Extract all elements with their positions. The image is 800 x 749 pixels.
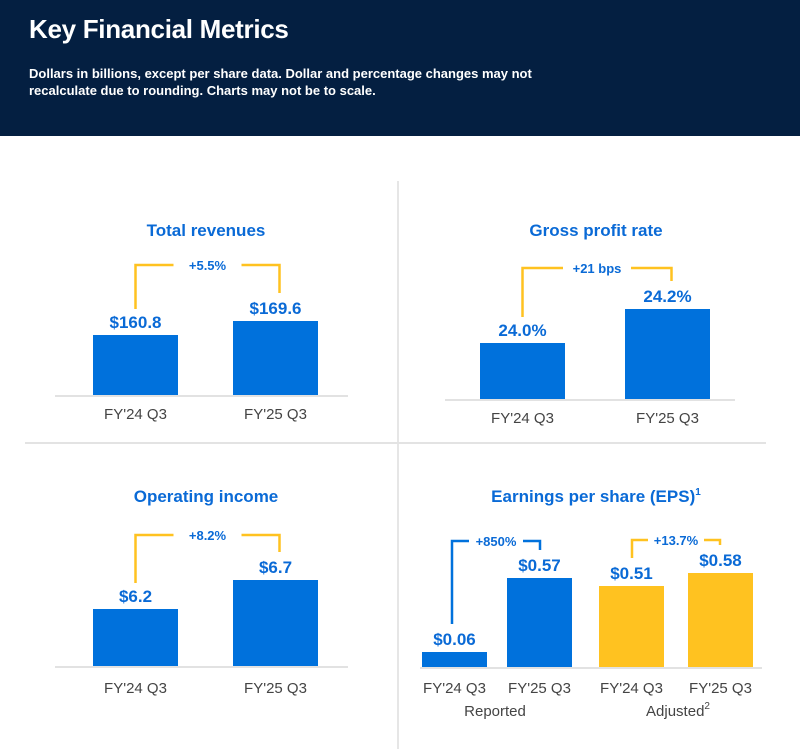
x-tick-label: FY'25 Q3	[508, 680, 571, 697]
data-label: $6.2	[119, 587, 152, 606]
change-label: +850%	[476, 534, 517, 549]
change-bracket-left	[630, 538, 648, 558]
data-label: $0.57	[518, 556, 561, 575]
bar-2	[507, 578, 572, 667]
change-label: +21 bps	[573, 261, 622, 276]
data-label: $0.51	[610, 564, 653, 583]
change-bracket-right	[523, 539, 542, 550]
x-tick-label: FY'24 Q3	[104, 406, 167, 423]
horizontal-divider	[25, 442, 766, 444]
bar-2	[233, 321, 318, 395]
bar-2	[688, 573, 753, 667]
bar-1	[93, 609, 178, 666]
chart-panel-gross-profit-rate: Gross profit rate 24.0% FY'24 Q3 24.2% FY'25…	[445, 221, 735, 427]
x-tick-label: FY'24 Q3	[600, 680, 663, 697]
x-tick-label: FY'24 Q3	[423, 680, 486, 697]
x-tick-label: FY'24 Q3	[491, 410, 554, 427]
data-label: $169.6	[250, 299, 302, 318]
x-tick-label: FY'25 Q3	[244, 680, 307, 697]
change-bracket-right	[704, 538, 722, 545]
chart-title: Gross profit rate	[529, 221, 662, 240]
bar-1	[422, 652, 487, 667]
change-bracket-left	[134, 263, 174, 309]
x-tick-label: FY'25 Q3	[244, 406, 307, 423]
data-label: 24.0%	[498, 321, 546, 340]
header-banner: Key Financial Metrics Dollars in billion…	[0, 0, 800, 136]
x-tick-label: FY'25 Q3	[636, 410, 699, 427]
eps-group-adjusted: $0.51 FY'24 Q3 $0.58 FY'25 Q3 Adjusted2 +13.7…	[599, 533, 753, 720]
change-label: +13.7%	[654, 533, 699, 548]
data-label: $0.06	[433, 630, 476, 649]
bar-2	[233, 580, 318, 666]
data-label: $6.7	[259, 558, 292, 577]
chart-panel-operating-income: Operating income $6.2 FY'24 Q3 $6.7 FY'25 Q3…	[55, 487, 348, 697]
data-label: $160.8	[110, 313, 162, 332]
change-label: +5.5%	[189, 258, 227, 273]
change-bracket-right	[241, 533, 281, 552]
data-label: $0.58	[699, 551, 742, 570]
change-bracket-right	[631, 266, 673, 281]
change-bracket-left	[521, 266, 563, 317]
change-bracket-left	[134, 533, 174, 583]
bar-1	[599, 586, 664, 667]
change-label: +8.2%	[189, 528, 227, 543]
group-label: Reported	[464, 703, 526, 720]
x-tick-label: FY'24 Q3	[104, 680, 167, 697]
bar-2	[625, 309, 710, 399]
bar-1	[93, 335, 178, 395]
page-title: Key Financial Metrics	[29, 14, 289, 44]
page-subtitle: Dollars in billions, except per share da…	[29, 66, 532, 98]
chart-panel-total-revenues: Total revenues $160.8 FY'24 Q3 $169.6 FY'25 …	[55, 221, 348, 423]
bar-1	[480, 343, 565, 399]
footnote-marker: 2	[704, 701, 710, 712]
eps-group-reported: $0.06 FY'24 Q3 $0.57 FY'25 Q3 Reported +850%	[422, 534, 572, 720]
change-bracket-right	[241, 263, 281, 293]
chart-title: Total revenues	[147, 221, 266, 240]
group-label: Adjusted2	[646, 701, 710, 720]
chart-title: Earnings per share (EPS)1	[491, 487, 701, 506]
footnote-marker: 1	[695, 487, 701, 498]
change-bracket-left	[450, 539, 469, 624]
chart-title: Operating income	[134, 487, 279, 506]
x-tick-label: FY'25 Q3	[689, 680, 752, 697]
vertical-divider	[397, 181, 399, 749]
data-label: 24.2%	[643, 287, 691, 306]
